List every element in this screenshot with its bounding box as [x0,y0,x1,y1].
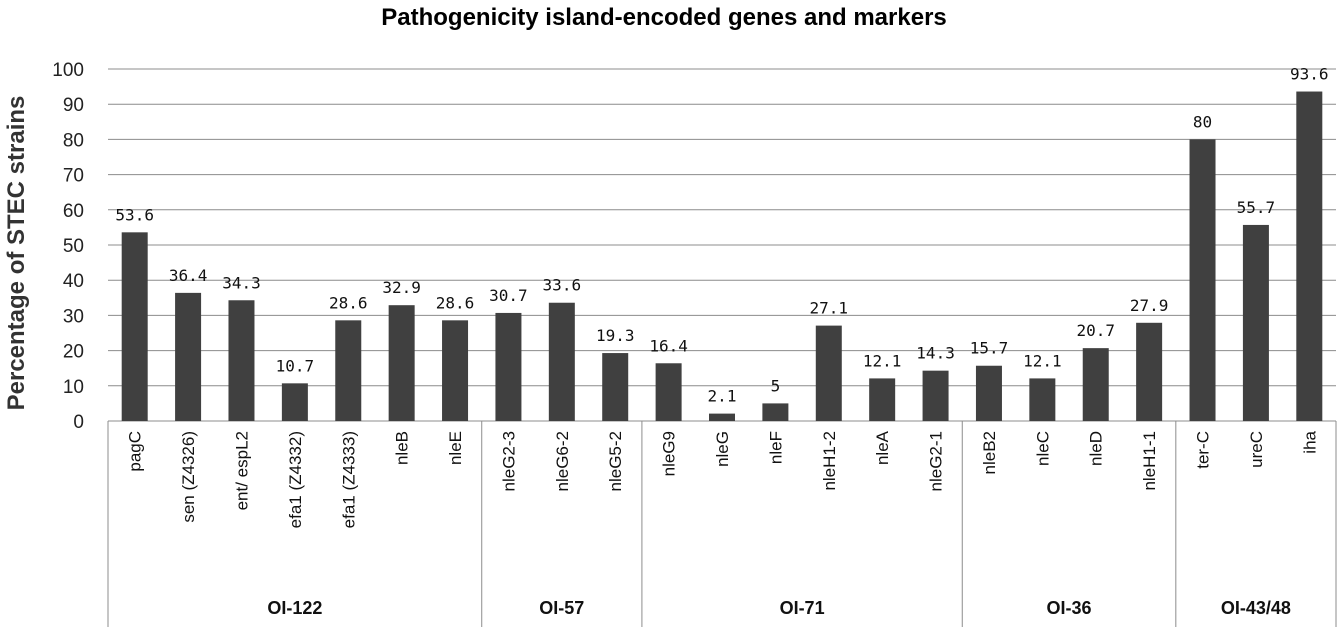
x-category-label: nleC [1033,431,1052,466]
x-category-label: nleG2-3 [499,431,518,491]
data-label: 93.6 [1290,65,1329,84]
data-label: 20.7 [1076,321,1115,340]
bar [1296,91,1323,421]
x-category-label: nleD [1087,431,1106,466]
bar [1136,322,1163,421]
x-category-label: nleG2-1 [927,431,946,491]
chart-title: Pathogenicity island-encoded genes and m… [381,4,947,31]
y-tick-label: 30 [63,306,84,327]
data-label: 80 [1193,112,1212,131]
data-label: 30.7 [489,286,528,305]
y-tick-labels: 0 10 20 30 40 50 60 70 80 90 100 [52,60,84,433]
bar [655,363,682,421]
bar [121,232,148,421]
data-label: 19.3 [596,326,635,345]
y-tick-label: 50 [63,236,84,257]
bar [709,413,735,421]
x-category-label: nleA [873,430,892,465]
x-category-label: nleB [393,431,412,465]
data-labels: 53.6 36.4 34.3 10.7 28.6 32.9 28.6 30.7 33.6 19.3… [115,65,1328,406]
bar [175,292,202,421]
x-category-label: nleH1-2 [820,431,839,491]
data-label: 55.7 [1237,198,1276,217]
y-tick-label: 10 [63,377,84,398]
x-category-label: nleF [766,431,785,464]
x-category-label: ent/ espL2 [232,431,251,510]
bar [762,403,789,421]
x-category-label: nleE [446,431,465,465]
gridlines [108,68,1336,422]
group-label: OI-57 [539,598,584,618]
data-label: 2.1 [708,387,737,406]
x-category-label: nleH1-1 [1140,431,1159,491]
group-axis: OI-122 OI-57 OI-71 OI-36 OI-43/48 [107,421,1337,627]
x-category-label: nleB2 [980,431,999,474]
data-label: 27.1 [810,299,849,318]
data-label: 5 [771,376,781,395]
bar [281,383,308,421]
bar [495,312,522,421]
y-axis-label: Percentage of STEC strains [3,96,30,411]
bar [1029,378,1056,421]
data-label: 34.3 [222,273,261,292]
data-label: 15.7 [970,339,1009,358]
x-category-label: nleG6-2 [553,431,572,491]
bar [602,353,629,421]
x-category-label: nleG9 [660,431,679,476]
y-tick-label: 60 [63,201,84,222]
x-category-label: nleG5-2 [606,431,625,491]
data-label: 12.1 [1023,351,1062,370]
y-tick-label: 80 [63,130,84,151]
bar [388,305,415,421]
bar [548,302,575,421]
y-tick-label: 20 [63,342,84,363]
data-label: 28.6 [329,293,368,312]
x-category-label: ureC [1247,431,1266,468]
data-label: 27.9 [1130,296,1169,315]
data-label: 33.6 [543,276,582,295]
data-label: 12.1 [863,351,902,370]
bar [1082,348,1109,421]
x-category-label: nleG [713,431,732,467]
data-label: 16.4 [649,336,688,355]
x-category-label: efa1 (Z4333) [339,431,358,528]
data-label: 36.4 [169,266,208,285]
x-category-label: sen (Z4326) [179,431,198,523]
data-label: 32.9 [382,278,421,297]
y-tick-label: 90 [63,95,84,116]
y-tick-label: 40 [63,271,84,292]
group-label: OI-36 [1047,598,1092,618]
data-label: 10.7 [276,356,315,375]
bar [922,370,949,421]
x-category-label: iha [1300,430,1319,453]
bar [228,300,255,421]
x-category-labels: pagC sen (Z4326) ent/ espL2 efa1 (Z4332) efa… [126,430,1320,528]
bar [815,325,842,421]
y-tick-label: 100 [52,60,84,81]
bar [869,378,896,421]
group-label: OI-122 [267,598,322,618]
bar [335,320,362,421]
group-label: OI-71 [780,598,825,618]
y-tick-label: 70 [63,166,84,187]
bar [1189,139,1216,421]
x-category-label: pagC [126,431,145,472]
data-label: 14.3 [916,344,955,363]
y-tick-label: 0 [73,412,84,433]
bars [121,91,1323,421]
x-category-label: ter-C [1194,431,1213,469]
data-label: 53.6 [115,205,154,224]
bar [1242,224,1269,421]
group-label: OI-43/48 [1221,598,1291,618]
bar [442,320,469,421]
bar [975,365,1002,421]
x-category-label: efa1 (Z4332) [286,431,305,528]
data-label: 28.6 [436,293,475,312]
